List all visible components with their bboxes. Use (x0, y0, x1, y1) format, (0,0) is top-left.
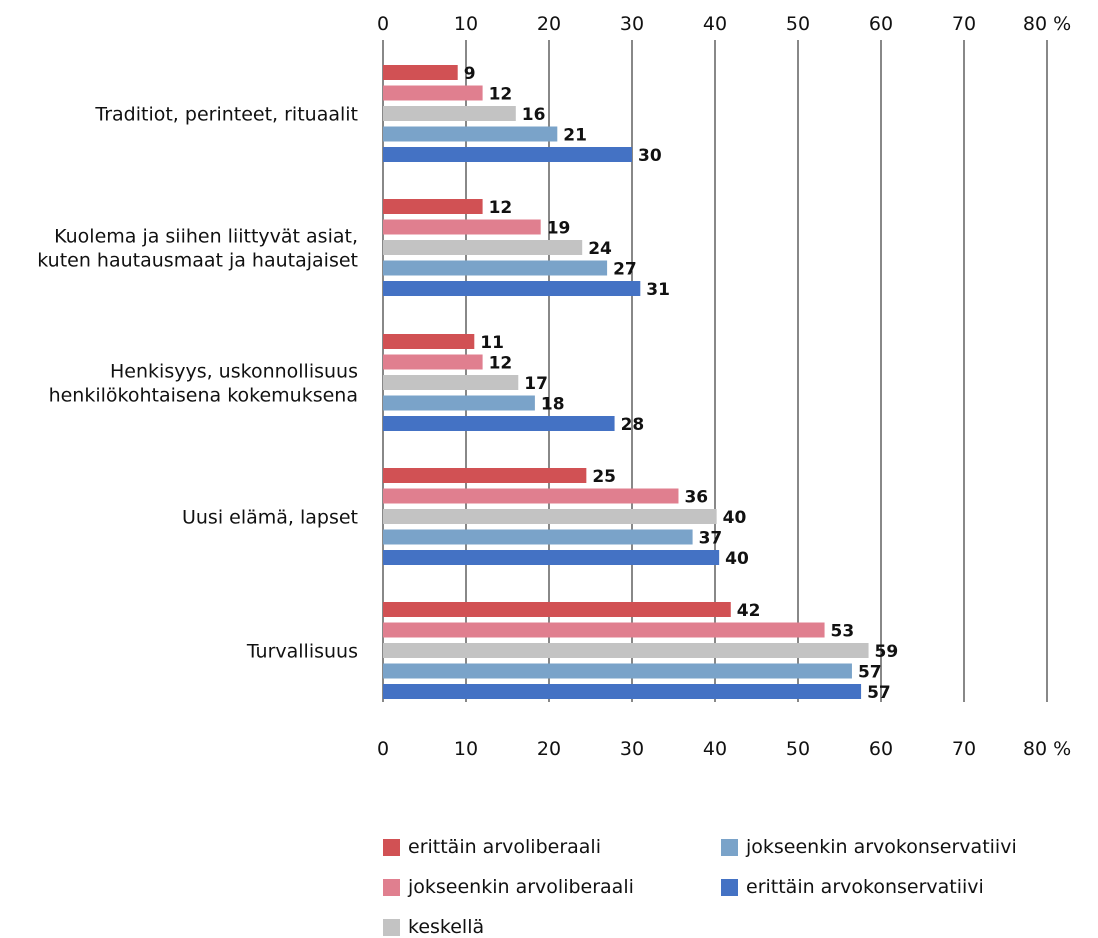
bar (383, 602, 731, 617)
x-tick-label-top: 20 (537, 13, 561, 35)
bar (383, 416, 615, 431)
bar (383, 65, 458, 80)
x-tick-label-bottom: 70 (952, 738, 976, 760)
bar (383, 219, 541, 235)
data-label: 30 (638, 146, 662, 166)
legend-swatch (721, 838, 738, 856)
bar (383, 529, 693, 545)
bar (383, 240, 583, 255)
legend-item-series-2: jokseenkin arvoliberaali (383, 876, 634, 898)
data-label: 21 (563, 126, 587, 146)
data-label: 16 (522, 105, 546, 125)
x-tick-label-bottom: 10 (454, 738, 478, 760)
x-tick-label-top: 80 % (1023, 13, 1071, 35)
bars (383, 65, 869, 699)
x-tick-label-top: 40 (703, 13, 727, 35)
data-label: 12 (489, 85, 513, 105)
x-tick-label-top: 10 (454, 13, 478, 35)
data-label: 37 (699, 529, 723, 549)
bar (383, 375, 519, 390)
bar (383, 334, 475, 349)
bar (383, 126, 558, 142)
category-label: Turvallisuus (246, 641, 358, 663)
data-label: 19 (547, 219, 571, 239)
data-label: 40 (723, 508, 747, 528)
bar (383, 684, 862, 699)
data-labels: 9121125421219123653162417405921271837573… (464, 64, 899, 703)
category-labels: Traditiot, perinteet, rituaalit Kuolema j… (37, 104, 358, 663)
legend-label: jokseenkin arvokonservatiivi (746, 836, 1017, 858)
bar (383, 281, 641, 296)
x-axis-top-ticks: 0 10 20 30 40 50 60 70 80 % (377, 13, 1071, 35)
x-tick-label-top: 50 (786, 13, 810, 35)
x-tick-label-bottom: 80 % (1023, 738, 1071, 760)
legend-item-series-3: keskellä (383, 916, 484, 938)
data-label: 57 (867, 683, 891, 703)
legend-label: erittäin arvokonservatiivi (746, 876, 984, 898)
data-label: 40 (725, 549, 749, 569)
x-tick-label-bottom: 60 (869, 738, 893, 760)
legend-swatch (721, 878, 738, 896)
x-tick-label-top: 60 (869, 13, 893, 35)
x-tick-label-bottom: 40 (703, 738, 727, 760)
data-label: 27 (613, 260, 637, 280)
data-label: 12 (489, 198, 513, 218)
bar (383, 468, 587, 483)
category-label: Traditiot, perinteet, rituaalit (94, 104, 358, 126)
legend-label: jokseenkin arvoliberaali (408, 876, 634, 898)
data-label: 9 (464, 64, 476, 84)
x-tick-label-bottom: 50 (786, 738, 810, 760)
bar (383, 260, 608, 276)
legend-swatch (383, 918, 400, 936)
data-label: 53 (831, 622, 855, 642)
data-label: 28 (621, 415, 645, 435)
x-tick-label-bottom: 30 (620, 738, 644, 760)
category-label: Henkisyys, uskonnollisuus henkilökohtaise… (49, 361, 358, 407)
legend-swatch (383, 878, 400, 896)
data-label: 31 (646, 280, 670, 300)
bar (383, 85, 483, 101)
category-label: Uusi elämä, lapset (182, 507, 358, 529)
legend-label: keskellä (408, 916, 485, 938)
data-label: 59 (875, 642, 899, 662)
bar (383, 199, 483, 214)
bar (383, 550, 720, 565)
category-label: Kuolema ja siihen liittyvät asiat, kuten … (37, 226, 358, 272)
legend-swatch (383, 838, 400, 856)
bar (383, 354, 483, 370)
data-label: 25 (592, 467, 616, 487)
bar (383, 643, 869, 658)
bar (383, 509, 717, 524)
legend-label: erittäin arvoliberaali (408, 836, 601, 858)
x-axis-bottom-ticks: 0 10 20 30 40 50 60 70 80 % (377, 738, 1071, 760)
data-label: 12 (489, 354, 513, 374)
data-label: 11 (480, 333, 504, 353)
data-label: 24 (588, 239, 612, 259)
data-label: 18 (541, 395, 565, 415)
x-tick-label-bottom: 20 (537, 738, 561, 760)
data-label: 36 (684, 488, 708, 508)
legend-item-series-5: erittäin arvokonservatiivi (721, 876, 984, 898)
x-tick-label-top: 30 (620, 13, 644, 35)
legend-item-series-4: jokseenkin arvokonservatiivi (721, 836, 1017, 858)
x-tick-label-top: 0 (377, 13, 389, 35)
legend-item-series-1: erittäin arvoliberaali (383, 836, 601, 858)
bar (383, 106, 516, 121)
x-tick-label-top: 70 (952, 13, 976, 35)
bar (383, 147, 632, 162)
bar (383, 622, 825, 638)
data-label: 17 (524, 374, 548, 394)
bar (383, 395, 535, 411)
bar (383, 663, 852, 679)
bar (383, 488, 679, 504)
x-tick-label-bottom: 0 (377, 738, 389, 760)
data-label: 42 (737, 601, 761, 621)
data-label: 57 (858, 663, 882, 683)
